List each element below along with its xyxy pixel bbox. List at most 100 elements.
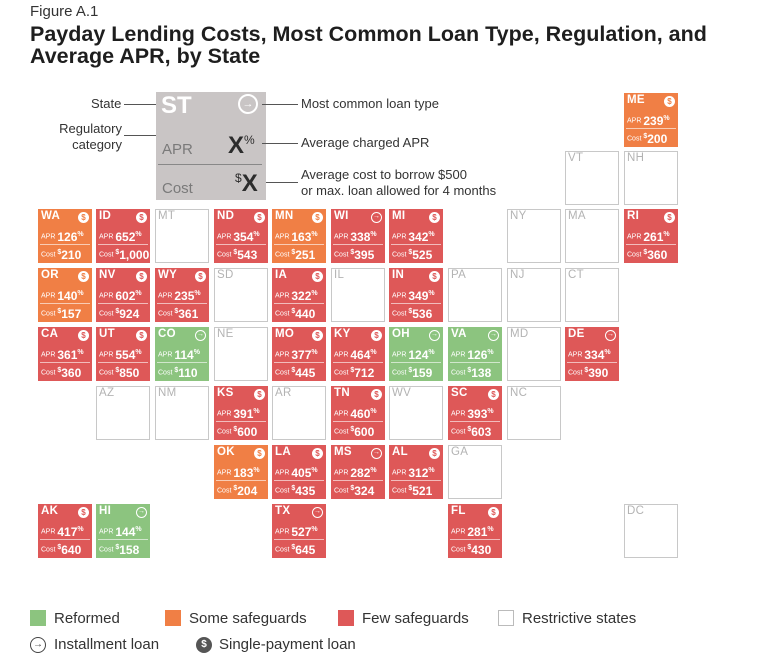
tile-divider xyxy=(450,362,500,363)
apr-label: APR xyxy=(275,292,292,300)
dollar-sign: $ xyxy=(350,485,355,492)
installment-loan-icon: → xyxy=(238,94,258,114)
single-payment-loan-icon: $ xyxy=(196,637,212,653)
cost-value: $200 xyxy=(643,132,668,146)
apr-value: 114% xyxy=(174,348,200,362)
percent-sign: % xyxy=(193,349,200,356)
cost-label: Cost xyxy=(334,251,351,259)
key-label-apr: Average charged APR xyxy=(301,135,430,150)
state-cost: Cost $645 xyxy=(275,541,324,558)
state-tile-nd: ND $ APR 354% Cost $543 xyxy=(214,209,268,263)
key-cost-value: $X xyxy=(235,170,258,197)
state-tile-mt: MT xyxy=(155,209,209,263)
cost-value: $435 xyxy=(291,484,316,498)
apr-value: 349% xyxy=(408,289,435,303)
apr-label: APR xyxy=(392,351,409,359)
apr-label: APR xyxy=(41,233,58,241)
dollar-sign: $ xyxy=(291,249,296,256)
state-tile-ca: CA $ APR 361% Cost $360 xyxy=(38,327,92,381)
dollar-sign: $ xyxy=(467,426,472,433)
state-abbr: MO xyxy=(275,328,295,340)
installment-loan-icon: → xyxy=(488,330,499,341)
key-apr-value: X% xyxy=(228,132,255,159)
tile-divider xyxy=(98,539,148,540)
state-apr: APR 140% xyxy=(41,287,90,305)
cost-label: Cost xyxy=(627,135,644,143)
apr-value: 126% xyxy=(57,230,84,244)
cost-value: $924 xyxy=(115,307,140,321)
state-abbr: WY xyxy=(158,269,178,281)
state-abbr: TN xyxy=(334,387,350,399)
state-tile-id: ID $ APR 652% Cost $1,000 xyxy=(96,209,150,263)
cost-label: Cost xyxy=(392,369,409,377)
state-tile-pa: PA xyxy=(448,268,502,322)
state-tile-vt: VT xyxy=(565,151,619,205)
state-abbr: AZ xyxy=(99,387,115,399)
tile-divider xyxy=(157,362,207,363)
state-abbr: MI xyxy=(392,210,406,222)
dollar-sign: $ xyxy=(291,308,296,315)
percent-sign: % xyxy=(487,526,494,533)
apr-value: 140% xyxy=(57,289,84,303)
apr-value: 235% xyxy=(174,289,201,303)
figure-title: Payday Lending Costs, Most Common Loan T… xyxy=(30,22,707,68)
cost-value: $395 xyxy=(350,248,375,262)
single-payment-loan-icon: $ xyxy=(78,212,89,223)
apr-value: 405% xyxy=(291,466,318,480)
installment-loan-icon: → xyxy=(312,507,323,518)
state-cost: Cost $600 xyxy=(334,423,383,440)
single-payment-loan-icon: $ xyxy=(488,389,499,400)
cost-label: Cost xyxy=(217,428,234,436)
dollar-sign: $ xyxy=(57,367,62,374)
state-cost: Cost $435 xyxy=(275,482,324,499)
single-payment-loan-icon: $ xyxy=(664,212,675,223)
apr-value: 334% xyxy=(584,348,611,362)
cost-label: Cost xyxy=(392,487,409,495)
state-cost: Cost $395 xyxy=(334,246,383,263)
single-payment-loan-icon: $ xyxy=(312,330,323,341)
dollar-sign: $ xyxy=(291,485,296,492)
state-tile-oh: OH → APR 124% Cost $159 xyxy=(389,327,443,381)
state-abbr: MA xyxy=(568,210,586,222)
state-cost: Cost $204 xyxy=(217,482,266,499)
apr-label: APR xyxy=(158,292,175,300)
cost-label: Cost xyxy=(41,546,58,554)
installment-loan-icon: → xyxy=(136,507,147,518)
key-divider xyxy=(158,164,262,165)
state-abbr: IN xyxy=(392,269,405,281)
cost-value: $159 xyxy=(408,366,433,380)
state-tile-me: ME $ APR 239% Cost $200 xyxy=(624,93,678,147)
state-tile-ar: AR xyxy=(272,386,326,440)
dollar-sign: $ xyxy=(115,544,120,551)
apr-label: APR xyxy=(41,351,58,359)
apr-label: APR xyxy=(275,469,292,477)
percent-sign: % xyxy=(370,467,377,474)
legend-swatch-few xyxy=(338,610,354,626)
apr-label: APR xyxy=(275,233,292,241)
cost-value: $158 xyxy=(115,543,140,557)
dollar-sign: $ xyxy=(115,308,120,315)
state-cost: Cost $430 xyxy=(451,541,500,558)
state-tile-ct: CT xyxy=(565,268,619,322)
state-tile-wy: WY $ APR 235% Cost $361 xyxy=(155,268,209,322)
apr-value: 602% xyxy=(115,289,142,303)
state-tile-co: CO → APR 114% Cost $110 xyxy=(155,327,209,381)
apr-label: APR xyxy=(334,469,351,477)
dollar-sign: $ xyxy=(233,249,238,256)
state-abbr: CT xyxy=(568,269,584,281)
state-apr: APR 281% xyxy=(451,523,500,541)
dollar-sign: $ xyxy=(174,308,179,315)
apr-value: 163% xyxy=(291,230,318,244)
percent-sign: % xyxy=(135,231,142,238)
cost-value: $324 xyxy=(350,484,375,498)
tile-divider xyxy=(40,362,90,363)
percent-sign: % xyxy=(77,349,84,356)
cost-label: Cost xyxy=(568,369,585,377)
state-abbr: ND xyxy=(217,210,235,222)
apr-label: APR xyxy=(392,233,409,241)
apr-value: 312% xyxy=(408,466,435,480)
state-apr: APR 354% xyxy=(217,228,266,246)
tile-divider xyxy=(216,421,266,422)
state-apr: APR 377% xyxy=(275,346,324,364)
state-abbr: AK xyxy=(41,505,59,517)
